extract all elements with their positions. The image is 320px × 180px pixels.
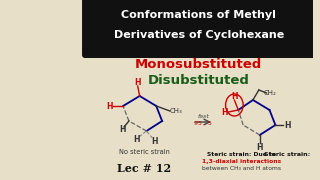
Text: H: H — [119, 125, 125, 134]
Text: Steric strain:: Steric strain: — [264, 152, 310, 158]
FancyBboxPatch shape — [82, 0, 316, 58]
Text: Monosubstituted: Monosubstituted — [135, 57, 262, 71]
Text: 1,3-diaxial interactions: 1,3-diaxial interactions — [202, 159, 281, 165]
Text: Derivatives of Cyclohexane: Derivatives of Cyclohexane — [114, 30, 284, 40]
Text: H: H — [106, 102, 113, 111]
Text: Disubstituted: Disubstituted — [147, 73, 249, 87]
Text: H: H — [134, 78, 141, 87]
Text: H: H — [257, 143, 263, 152]
Text: H: H — [151, 136, 157, 145]
Text: CH₃: CH₃ — [169, 108, 182, 114]
Text: Steric strain: Due to: Steric strain: Due to — [207, 152, 276, 158]
Text: between CH₃ and H atoms: between CH₃ and H atoms — [202, 166, 281, 172]
Text: Lec # 12: Lec # 12 — [117, 163, 172, 174]
Text: fast: fast — [197, 114, 209, 118]
Text: H: H — [133, 134, 140, 143]
Text: Conformations of Methyl: Conformations of Methyl — [121, 10, 276, 20]
Text: CH₂: CH₂ — [264, 90, 277, 96]
Text: 95 : 5: 95 : 5 — [194, 120, 212, 125]
Text: No steric strain: No steric strain — [119, 149, 170, 155]
Text: H: H — [231, 91, 238, 100]
Text: H: H — [221, 107, 228, 116]
Text: H: H — [284, 120, 290, 129]
